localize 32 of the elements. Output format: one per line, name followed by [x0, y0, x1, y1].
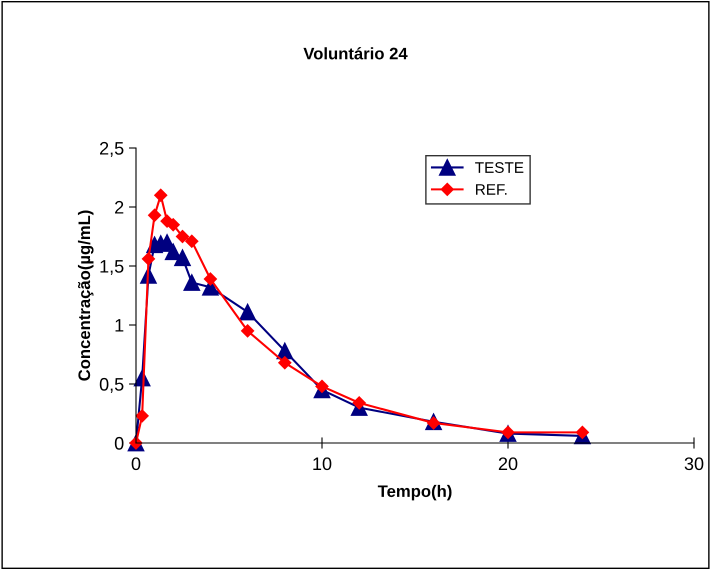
- y-tick-label: 0: [114, 436, 124, 450]
- y-tick-label: 1,5: [100, 260, 124, 275]
- point: [278, 356, 292, 370]
- point: [185, 234, 198, 248]
- y-tick-label: 2,5: [100, 142, 124, 157]
- x-tick-label: 30: [684, 457, 704, 470]
- x-tick-label: 10: [313, 457, 332, 470]
- point: [166, 218, 180, 232]
- point: [176, 230, 190, 244]
- point: [154, 188, 168, 202]
- point: [241, 324, 254, 338]
- point: [142, 252, 156, 266]
- legend-label: TESTE: [475, 162, 524, 173]
- point: [136, 409, 149, 422]
- point: [315, 380, 329, 393]
- point: [204, 272, 217, 286]
- point: [352, 396, 366, 410]
- point: [239, 304, 256, 320]
- y-tick-label: 1: [116, 319, 124, 332]
- y-axis-title: Concentração(µg/mL): [78, 210, 94, 381]
- x-tick-label: 0: [132, 457, 140, 470]
- point: [576, 426, 589, 439]
- y-tick-label: 2: [115, 200, 124, 214]
- point: [148, 208, 162, 222]
- point: [276, 342, 294, 360]
- x-axis-title: Tempo(h): [378, 484, 452, 500]
- y-tick-label: 0,5: [100, 378, 124, 393]
- point: [183, 274, 200, 291]
- x-tick-label: 20: [498, 457, 518, 470]
- point: [174, 249, 191, 266]
- chart-title: Voluntário 24: [303, 47, 408, 60]
- legend-label: REF.: [476, 184, 506, 195]
